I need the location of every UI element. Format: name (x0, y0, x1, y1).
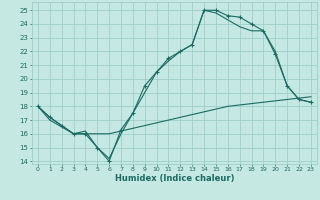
X-axis label: Humidex (Indice chaleur): Humidex (Indice chaleur) (115, 174, 234, 183)
